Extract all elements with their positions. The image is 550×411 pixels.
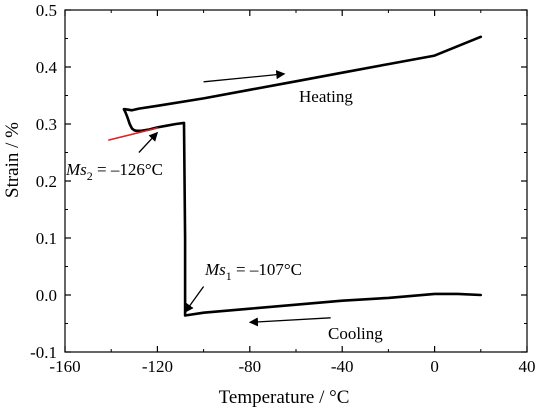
plot-frame (64, 9, 528, 353)
series-group (108, 35, 483, 317)
cooling-arrow (248, 317, 331, 327)
x-tick-label: -120 (142, 357, 173, 376)
arrows-group (138, 70, 331, 327)
y-tick-label: -0.1 (30, 343, 57, 362)
ms1-annotation: Ms1 = –107°C (204, 260, 302, 283)
x-tick-label: -80 (238, 357, 261, 376)
strain-curve (122, 35, 483, 317)
ms1-value: = –107°C (232, 260, 302, 279)
x-axis-label: Temperature / °C (219, 387, 350, 408)
cooling-label: Cooling (328, 324, 383, 343)
x-tick-label: -160 (49, 357, 80, 376)
plot-area: -160 -120 -80 -40 0 40 -0.1 0.0 0.1 0.2 0.3 0.4 0.5 (30, 1, 535, 376)
x-tick-label: -40 (331, 357, 354, 376)
ms2-tangent-line (108, 127, 159, 141)
ms1-symbol: Ms (204, 260, 226, 279)
ms2-symbol: Ms (65, 160, 87, 179)
ms2-value: = –126°C (93, 160, 163, 179)
y-axis-label: Strain / % (2, 122, 23, 198)
y-tick-label: 0.5 (36, 1, 57, 20)
heating-label: Heating (299, 87, 353, 106)
heating-arrow (203, 70, 286, 83)
y-tick-label: 0.2 (36, 172, 57, 191)
x-tick-label: 40 (519, 357, 536, 376)
ms2-arrow (138, 131, 159, 153)
ms1-arrow (184, 286, 205, 313)
y-tick-label: 0.1 (36, 229, 57, 248)
y-tick-label: 0.0 (36, 286, 57, 305)
y-tick-label: 0.3 (36, 115, 57, 134)
x-tick-label: 0 (430, 357, 439, 376)
ms2-annotation: Ms2 = –126°C (65, 160, 163, 183)
y-tick-label: 0.4 (36, 58, 58, 77)
ms2-subscript: 2 (87, 169, 93, 183)
ms1-subscript: 1 (226, 269, 232, 283)
